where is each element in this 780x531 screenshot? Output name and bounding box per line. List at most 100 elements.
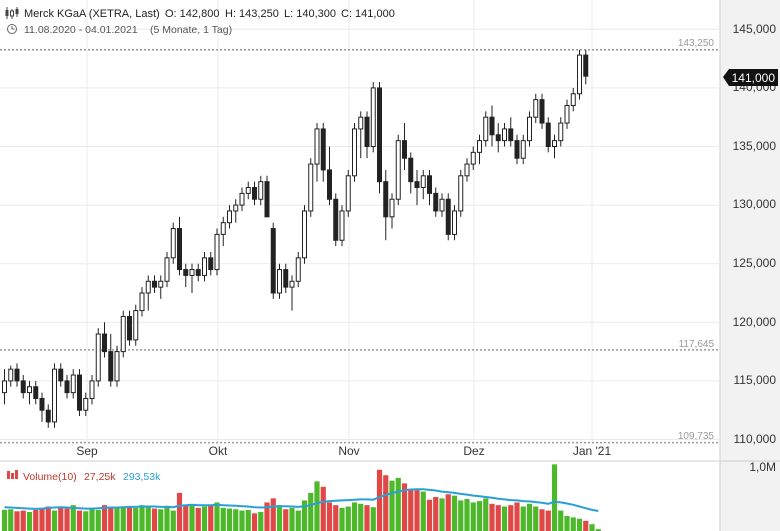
level-lines bbox=[0, 49, 720, 444]
volume-bar bbox=[345, 506, 351, 531]
candle-body bbox=[414, 181, 420, 189]
volume-bars bbox=[1, 464, 601, 531]
volume-title: Volume(10) bbox=[23, 471, 77, 483]
volume-bar bbox=[289, 507, 295, 531]
candle-body bbox=[189, 269, 195, 276]
y-tick-label: 130,000 bbox=[733, 197, 777, 211]
volume-bar bbox=[351, 502, 358, 531]
volume-axis-label: 1,0M bbox=[749, 460, 776, 474]
candle-body bbox=[433, 192, 439, 212]
candle-body bbox=[102, 333, 107, 353]
candle-body bbox=[220, 222, 226, 235]
candle-body bbox=[495, 134, 501, 142]
low-value: L: 140,300 bbox=[284, 8, 336, 20]
x-tick-label: Dez bbox=[463, 444, 484, 458]
volume-bar bbox=[295, 510, 301, 531]
candle-body bbox=[52, 368, 57, 423]
volume-bar bbox=[451, 495, 458, 531]
candle-body bbox=[558, 122, 564, 142]
x-tick-label: Jan '21 bbox=[573, 444, 612, 458]
volume-bar bbox=[426, 499, 433, 531]
candle-body bbox=[514, 140, 520, 159]
candle-body bbox=[183, 269, 189, 276]
volume-average-line bbox=[4, 488, 599, 512]
candle-body bbox=[295, 257, 301, 282]
period-label: (5 Monate, 1 Tag) bbox=[150, 24, 232, 36]
candle-body bbox=[308, 163, 314, 212]
volume-bar bbox=[264, 502, 270, 531]
candle-body bbox=[45, 409, 51, 423]
volume-bar bbox=[408, 488, 414, 531]
candle-body bbox=[77, 374, 82, 411]
volume-bar bbox=[158, 509, 164, 531]
volume-bar bbox=[64, 508, 70, 531]
volume-icon bbox=[11, 473, 14, 479]
candle-body bbox=[252, 187, 257, 200]
volume-bar bbox=[101, 505, 108, 531]
volume-bar bbox=[414, 490, 420, 531]
candle-body bbox=[208, 257, 214, 271]
candle-body bbox=[383, 181, 389, 218]
last-price-badge: 141,000 bbox=[723, 69, 778, 86]
volume-icon bbox=[15, 470, 18, 479]
candle-body bbox=[227, 210, 232, 224]
volume-bar bbox=[145, 507, 151, 531]
candle-body bbox=[202, 257, 207, 276]
volume-bar bbox=[526, 503, 533, 531]
candle-body bbox=[127, 315, 132, 341]
level-label-mid: 117,645 bbox=[679, 339, 715, 350]
candles-icon bbox=[5, 7, 19, 19]
candle-body bbox=[2, 380, 7, 394]
volume-bar bbox=[183, 505, 189, 531]
candle-body bbox=[70, 374, 76, 394]
volume-bar bbox=[333, 505, 339, 531]
candle-body bbox=[483, 116, 489, 142]
candle-body bbox=[389, 198, 395, 218]
candle-body bbox=[239, 192, 245, 206]
candle-body bbox=[158, 280, 164, 288]
volume-bar bbox=[151, 508, 158, 531]
volume-bar bbox=[33, 509, 39, 531]
candle-body bbox=[233, 204, 239, 212]
volume-bar bbox=[258, 511, 264, 531]
candle-body bbox=[502, 128, 507, 142]
volume-bar bbox=[14, 511, 20, 531]
volume-bar bbox=[551, 464, 558, 531]
volume-bar bbox=[83, 511, 89, 531]
candle-body bbox=[345, 175, 351, 212]
candle-body bbox=[83, 397, 89, 411]
candle-body bbox=[8, 368, 14, 382]
candle-body bbox=[302, 210, 307, 259]
volume-bar bbox=[320, 486, 326, 531]
volume-bar bbox=[508, 505, 514, 531]
volume-bar bbox=[489, 503, 495, 531]
volume-bar bbox=[589, 524, 595, 531]
candle-body bbox=[289, 280, 295, 288]
volume-average: 293,53k bbox=[123, 471, 161, 483]
volume-bar bbox=[576, 518, 583, 531]
candle-body bbox=[327, 169, 332, 200]
x-tick-label: Okt bbox=[209, 444, 228, 458]
candle-body bbox=[177, 228, 182, 271]
volume-bar bbox=[70, 505, 76, 531]
volume-bar bbox=[401, 483, 408, 531]
volume-bar bbox=[389, 480, 395, 531]
candle-body bbox=[39, 397, 45, 411]
volume-bar bbox=[133, 507, 139, 531]
last-price-label: 141,000 bbox=[732, 71, 776, 85]
candle-body bbox=[120, 315, 126, 353]
volume-bar bbox=[339, 507, 345, 531]
candle-body bbox=[533, 99, 539, 118]
close-value: C: 141,000 bbox=[341, 8, 395, 20]
volume-bar bbox=[170, 510, 176, 531]
candle-body bbox=[283, 269, 289, 288]
volume-bar bbox=[564, 516, 570, 531]
candle-body bbox=[458, 175, 464, 212]
volume-bar bbox=[539, 509, 545, 531]
candle-body bbox=[508, 128, 514, 142]
chart-title: Merck KGaA (XETRA, Last) bbox=[24, 8, 160, 20]
volume-bar bbox=[189, 505, 195, 531]
candle-body bbox=[364, 116, 370, 147]
volume-bar bbox=[558, 510, 564, 531]
candle-body bbox=[520, 140, 526, 159]
